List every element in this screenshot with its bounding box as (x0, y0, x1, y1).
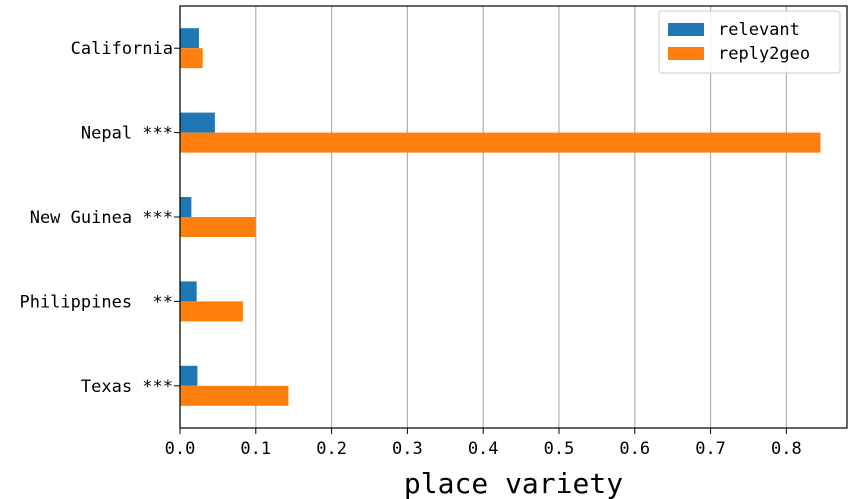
legend-box (658, 10, 841, 74)
x-tick-label: 0.6 (619, 439, 650, 459)
grid-lines (179, 6, 787, 428)
x-tick-label: 0.7 (695, 439, 726, 459)
bar-relevant-3 (180, 281, 197, 302)
bars (180, 28, 821, 406)
legend-label-reply2geo: reply2geo (718, 44, 810, 64)
x-tick-label: 0.1 (240, 439, 271, 459)
category-label: Texas *** (81, 377, 173, 397)
bar-reply2geo-2 (180, 217, 256, 237)
x-axis-ticks: 0.0 0.1 0.2 0.3 0.4 0.5 0.6 0.7 0.8 (165, 428, 802, 459)
bar-reply2geo-1 (180, 132, 821, 153)
bar-reply2geo-4 (180, 385, 289, 406)
category-label: New Guinea *** (30, 208, 173, 228)
x-tick-label: 0.2 (316, 439, 347, 459)
bar-relevant-0 (180, 28, 199, 49)
legend-label-relevant: relevant (718, 20, 800, 40)
bar-relevant-4 (180, 365, 198, 386)
x-tick-label: 0.0 (165, 439, 196, 459)
bar-relevant-2 (180, 197, 192, 217)
category-label: Philippines ** (19, 292, 173, 312)
x-tick-label: 0.3 (392, 439, 423, 459)
x-tick-label: 0.4 (468, 439, 499, 459)
bar-reply2geo-3 (180, 301, 243, 322)
bar-relevant-1 (180, 112, 215, 133)
y-axis-ticks: California Nepal *** New Guinea *** Philipp… (19, 39, 180, 397)
bar-reply2geo-0 (180, 48, 203, 69)
x-tick-label: 0.5 (544, 439, 575, 459)
legend-swatch-reply2geo (668, 47, 704, 60)
legend: relevant reply2geo (658, 10, 841, 74)
x-tick-label: 0.8 (771, 439, 802, 459)
category-label: California (71, 39, 173, 59)
x-axis-title: place variety (404, 467, 623, 499)
legend-swatch-relevant (668, 23, 704, 36)
category-label: Nepal *** (81, 124, 173, 144)
